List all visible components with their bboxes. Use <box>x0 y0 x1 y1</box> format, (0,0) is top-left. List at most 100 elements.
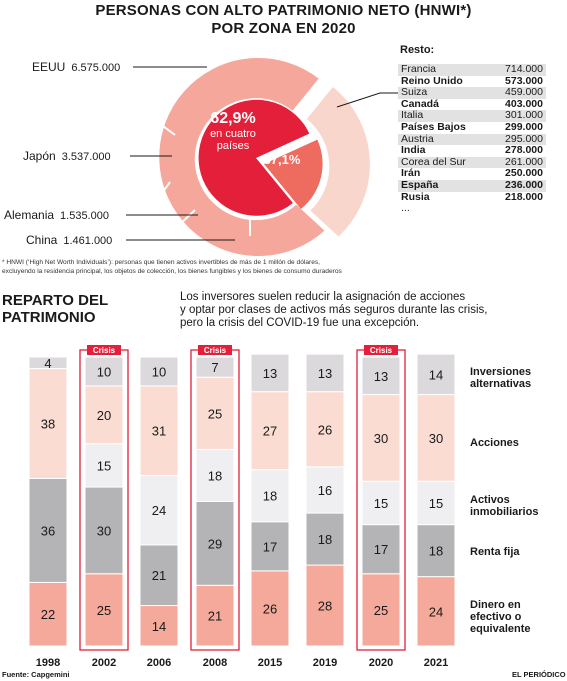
resto-value: 218.000 <box>505 190 543 203</box>
bar-value-label: 26 <box>318 422 332 437</box>
resto-value: 299.000 <box>505 120 543 133</box>
x-tick-label: 1998 <box>36 657 60 669</box>
resto-value: 301.000 <box>505 109 543 122</box>
crisis-tag <box>198 345 232 355</box>
resto-row: Austria 295.000 <box>398 132 546 146</box>
x-tick-label: 2019 <box>313 657 337 669</box>
bar-segment <box>416 524 456 578</box>
resto-value: 236.000 <box>505 178 543 191</box>
zone-label-japon: Japón 3.537.000 <box>23 149 111 163</box>
bar-value-label: 10 <box>97 364 111 379</box>
resto-value: 261.000 <box>505 155 543 168</box>
resto-row: Países Bajos 299.000 <box>398 120 546 134</box>
resto-country: Países Bajos <box>401 120 466 133</box>
legend-inversiones: Inversiones alternativas <box>470 366 532 390</box>
bar-value-label: 13 <box>263 366 277 381</box>
section-title: REPARTO DEL PATRIMONIO <box>2 292 108 326</box>
resto-row: Reino Unido 573.000 <box>398 75 546 88</box>
bar-value-label: 21 <box>208 609 222 624</box>
bar-segment <box>361 524 401 575</box>
bar-value-label: 28 <box>318 599 332 614</box>
bar-value-label: 25 <box>374 603 388 618</box>
stacked-bar-chart: 22 36 38 4 1998 Crisis 25 30 15 20 10 2002 14 21 24 31 1… <box>28 345 456 669</box>
bar-segment <box>361 356 401 396</box>
bar-value-label: 31 <box>152 424 166 439</box>
bar-value-label: 27 <box>263 424 277 439</box>
chart-title: PERSONAS CON ALTO PATRIMONIO NETO (HNWI*… <box>0 2 567 38</box>
bar-segment <box>28 477 68 583</box>
zone-label-eeuu: EEUU 6.575.000 <box>32 60 121 74</box>
x-tick-label: 2006 <box>147 657 171 669</box>
resto-value: 295.000 <box>505 132 543 145</box>
bar-value-label: 16 <box>318 483 332 498</box>
bar-value-label: 15 <box>429 496 443 511</box>
resto-value: 250.000 <box>505 167 543 180</box>
bar-value-label: 25 <box>208 406 222 421</box>
legend-acciones: Acciones <box>470 437 519 449</box>
resto-row: Suiza 459.000 <box>398 87 546 99</box>
section-title-line2: PATRIMONIO <box>2 309 96 326</box>
resto-country: Suiza <box>401 86 428 99</box>
bar-segment <box>250 469 290 523</box>
bar-segment <box>250 570 290 647</box>
bar-value-label: 18 <box>318 532 332 547</box>
bar-segment <box>195 376 235 450</box>
resto-row: Francia 714.000 <box>398 63 546 76</box>
resto-country: Rusia <box>401 190 430 203</box>
crisis-tag <box>87 345 121 355</box>
bar-segment <box>305 353 345 393</box>
resto-row: ... <box>398 203 546 215</box>
bar-value-label: 14 <box>152 619 166 634</box>
bar-segment <box>84 356 124 387</box>
bar-segment <box>84 443 124 488</box>
bar-value-label: 14 <box>429 367 443 382</box>
bar-segment <box>84 573 124 647</box>
x-tick-label: 2008 <box>203 657 227 669</box>
bar-segment <box>195 501 235 586</box>
donut-segment-four-countries <box>157 56 328 259</box>
donut-segment-resto <box>303 84 372 240</box>
bar-segment <box>250 353 290 393</box>
resto-value: 714.000 <box>505 63 543 75</box>
crisis-label: Crisis <box>204 346 227 355</box>
legend-dinero: Dinero en efectivo o equivalente <box>470 599 531 635</box>
bar-segment <box>361 394 401 482</box>
bar-segment <box>195 584 235 647</box>
bar-value-label: 20 <box>97 408 111 423</box>
bar-value-label: 22 <box>41 607 55 622</box>
bar-value-label: 18 <box>208 468 222 483</box>
bar-segment <box>84 385 124 445</box>
section-title-line1: REPARTO DEL <box>2 292 109 309</box>
bar-segment <box>416 394 456 482</box>
bar-value-label: 30 <box>374 431 388 446</box>
bar-value-label: 24 <box>152 503 166 518</box>
bar-segment <box>139 356 179 387</box>
chart-title-line1: PERSONAS CON ALTO PATRIMONIO NETO (HNWI*… <box>95 2 472 19</box>
inner-pct-four: 62,9% <box>210 110 255 127</box>
bar-value-label: 25 <box>97 603 111 618</box>
footnote-line1: * HNWI (‘High Net Worth Individuals’): p… <box>2 259 320 266</box>
resto-row: India 278.000 <box>398 145 546 157</box>
bar-segment <box>305 391 345 468</box>
resto-country: ... <box>401 202 410 215</box>
bar-value-label: 30 <box>429 431 443 446</box>
inner-text-four-1: en cuatro <box>210 128 256 140</box>
section-text-line1: Los inversores suelen reducir la asignac… <box>180 291 466 303</box>
resto-row: Canadá 403.000 <box>398 97 546 111</box>
footnote: * HNWI (‘High Net Worth Individuals’): p… <box>2 258 562 276</box>
legend-activos: Activos inmobiliarios <box>470 494 539 518</box>
footnote-line2: excluyendo la residencia principal, los … <box>2 268 342 275</box>
resto-country: Corea del Sur <box>401 155 466 168</box>
bar-value-label: 13 <box>374 369 388 384</box>
x-tick-label: 2015 <box>258 657 282 669</box>
resto-row: Italia 301.000 <box>398 110 546 122</box>
resto-country: India <box>401 144 426 157</box>
leader-lines <box>126 66 398 241</box>
resto-country: Canadá <box>401 97 439 110</box>
bar-value-label: 7 <box>211 360 218 375</box>
resto-country: Austria <box>401 132 434 145</box>
bar-value-label: 4 <box>44 356 51 371</box>
resto-country: Italia <box>401 109 424 122</box>
inner-pct-resto: 37,1% <box>264 152 301 167</box>
bar-segment <box>416 576 456 647</box>
